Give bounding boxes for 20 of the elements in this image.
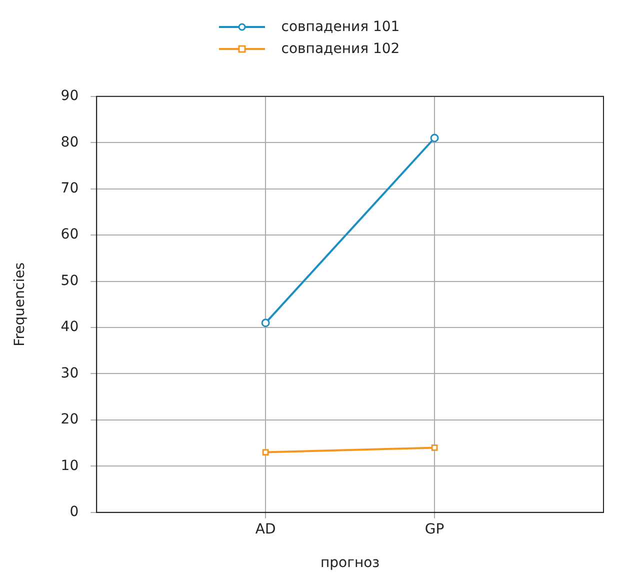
point — [431, 444, 438, 451]
point — [262, 449, 269, 456]
y-tick-label: 90 — [60, 88, 79, 104]
y-tick-label: 50 — [60, 272, 79, 289]
y-axis-title: Frequencies — [12, 262, 28, 346]
y-tick-label: 0 — [70, 504, 79, 520]
y-tick-label: 60 — [60, 226, 79, 243]
x-tick-label: GP — [424, 521, 444, 538]
y-tick-label: 70 — [60, 180, 79, 196]
point — [261, 318, 270, 328]
point — [430, 134, 439, 142]
legend-label: совпадения 101 — [281, 19, 400, 35]
x-tick-label: AD — [255, 521, 276, 538]
x-axis-title: прогноз — [320, 555, 380, 572]
y-tick-label: 20 — [60, 412, 79, 428]
y-tick-label: 10 — [60, 458, 79, 474]
y-tick-label: 40 — [60, 319, 79, 336]
legend-label: совпадения 102 — [281, 41, 400, 57]
y-tick-label: 80 — [60, 134, 79, 150]
y-tick-label: 30 — [60, 365, 79, 382]
